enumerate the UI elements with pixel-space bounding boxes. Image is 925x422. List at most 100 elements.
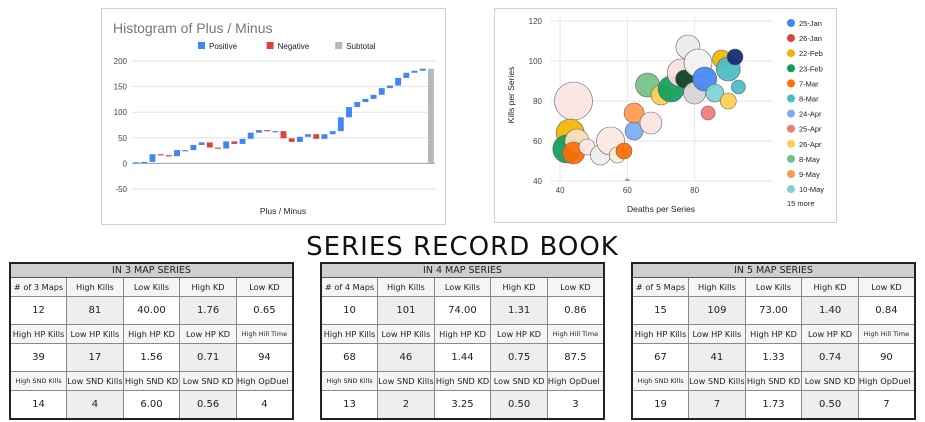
- x-axis-label: Plus / Minus: [260, 206, 306, 216]
- waterfall-bar: [288, 138, 295, 142]
- waterfall-bar: [362, 98, 369, 102]
- legend-label: Positive: [209, 42, 238, 51]
- stat-label: Low SND Kills: [377, 371, 435, 391]
- stat-label: High HP Kills: [320, 324, 379, 344]
- stat-value: 67: [631, 343, 690, 372]
- stat-label: High HP Kills: [9, 324, 68, 344]
- legend-label: 23-Feb: [799, 64, 823, 73]
- legend-label: Subtotal: [346, 42, 376, 51]
- legend-swatch: [787, 139, 795, 148]
- waterfall-bar: [215, 147, 221, 149]
- waterfall-bar: [231, 141, 238, 144]
- x-tick-label: 80: [690, 186, 699, 195]
- table-row: 13 2 3.25 0.50 3: [320, 390, 605, 420]
- waterfall-bar: [223, 141, 230, 149]
- legend-label: 25-Apr: [799, 125, 822, 134]
- stat-label: Low SND KD: [801, 371, 859, 391]
- table-row: 10 101 74.00 1.31 0.86: [320, 296, 605, 325]
- stat-value: 46: [377, 343, 435, 372]
- legend-swatch: [266, 42, 274, 49]
- legend-swatch: [787, 124, 795, 133]
- stat-label: Low HP Kills: [66, 324, 124, 344]
- waterfall-bar: [305, 134, 312, 137]
- bubble: [615, 142, 633, 160]
- waterfall-bar: [198, 142, 205, 145]
- stat-label: High Kills: [688, 277, 746, 297]
- table-row: High SND Kills Low SND Kills High SND KD Lo…: [9, 371, 294, 391]
- y-tick-label: 60: [533, 137, 542, 146]
- legend-label: 26-Apr: [799, 140, 822, 149]
- x-axis-label: Deaths per Series: [627, 204, 695, 214]
- stat-value: 10: [320, 296, 379, 325]
- waterfall-bar: [370, 94, 377, 99]
- legend-label: 22-Feb: [799, 49, 823, 58]
- record-table-4-map: IN 4 MAP SERIES # of 4 Maps High Kills Low …: [320, 262, 605, 420]
- legend-swatch: [787, 34, 795, 43]
- chart-gridlines: [132, 60, 435, 190]
- stat-label: Low HP Kills: [377, 324, 435, 344]
- waterfall-bar: [411, 70, 418, 73]
- stat-value: 1.33: [744, 343, 803, 372]
- waterfall-bar: [395, 77, 402, 86]
- stat-value: 15: [631, 296, 690, 325]
- stat-value: 0.50: [490, 390, 548, 420]
- legend-label: 26-Jan: [799, 34, 822, 43]
- x-tick-label: 60: [623, 186, 632, 195]
- waterfall-bar: [255, 130, 262, 133]
- y-tick-label: 150: [114, 83, 128, 92]
- stat-value: 94: [235, 343, 294, 372]
- legend-label: 8-Mar: [799, 95, 819, 104]
- chart-title: Histogram of Plus / Minus: [113, 20, 273, 36]
- stat-label: High Kills: [377, 277, 435, 297]
- stat-label: High OpDuel W: [546, 371, 605, 391]
- waterfall-bar: [403, 72, 410, 78]
- stat-label: Low KD: [546, 277, 605, 297]
- stat-value: 13: [320, 390, 379, 420]
- waterfall-bar: [264, 130, 271, 132]
- bubble: [731, 79, 746, 95]
- stat-value: 40.00: [122, 296, 181, 325]
- chart-legend: 25-Jan 26-Jan 22-Feb 23-Feb 7-Mar 8-Mar 24-Apr…: [787, 19, 824, 208]
- stat-label: Low KD: [235, 277, 294, 297]
- stat-label: Low HP Kills: [688, 324, 746, 344]
- stat-label: Low Kills: [744, 277, 803, 297]
- stat-label: High HP Kills: [631, 324, 690, 344]
- legend-more-link[interactable]: 15 more: [787, 199, 815, 208]
- stat-label: High Hill Time: [546, 324, 605, 344]
- table-row: # of 3 Maps High Kills Low Kills High KD Low…: [9, 277, 294, 297]
- stat-value: 1.44: [433, 343, 492, 372]
- stat-value: 39: [9, 343, 68, 372]
- stat-label: High KD: [801, 277, 859, 297]
- table-row: 67 41 1.33 0.74 90: [631, 343, 916, 372]
- y-tick-label: 200: [114, 57, 128, 66]
- stat-label: High KD: [179, 277, 237, 297]
- bubble: [700, 105, 716, 121]
- table-row: 14 4 6.00 0.56 4: [9, 390, 294, 420]
- axis-ticks: 40 60 80 100 120 40 60 80: [529, 17, 700, 195]
- stat-value: 4: [66, 390, 124, 420]
- stat-value: 87.5: [546, 343, 605, 372]
- table-title: IN 3 MAP SERIES: [9, 262, 294, 278]
- stat-value: 19: [631, 390, 690, 420]
- waterfall-bar: [149, 154, 156, 162]
- waterfall-bar: [296, 136, 303, 142]
- stat-value: 73.00: [744, 296, 803, 325]
- waterfall-chart-panel: Histogram of Plus / Minus Positive Negati…: [101, 8, 446, 225]
- stat-label: High Kills: [66, 277, 124, 297]
- waterfall-bar: [141, 161, 148, 164]
- legend-label: Negative: [278, 42, 310, 51]
- table-row: 39 17 1.56 0.71 94: [9, 343, 294, 372]
- stat-value: 3: [546, 390, 605, 420]
- table-row: High HP Kills Low HP Kills High HP KD Low H…: [320, 324, 605, 344]
- bubble: [625, 178, 630, 181]
- bubble: [554, 81, 593, 121]
- waterfall-bar: [206, 142, 213, 148]
- chart-legend: Positive Negative Subtotal: [198, 42, 376, 51]
- stat-value: 1.31: [490, 296, 548, 325]
- stat-label: High Hill Time: [235, 324, 294, 344]
- table-row: High HP Kills Low HP Kills High HP KD Low H…: [631, 324, 916, 344]
- bubble: [639, 111, 663, 135]
- legend-swatch: [787, 185, 795, 194]
- stat-label: # of 4 Maps: [320, 277, 379, 297]
- stat-value: 81: [66, 296, 124, 325]
